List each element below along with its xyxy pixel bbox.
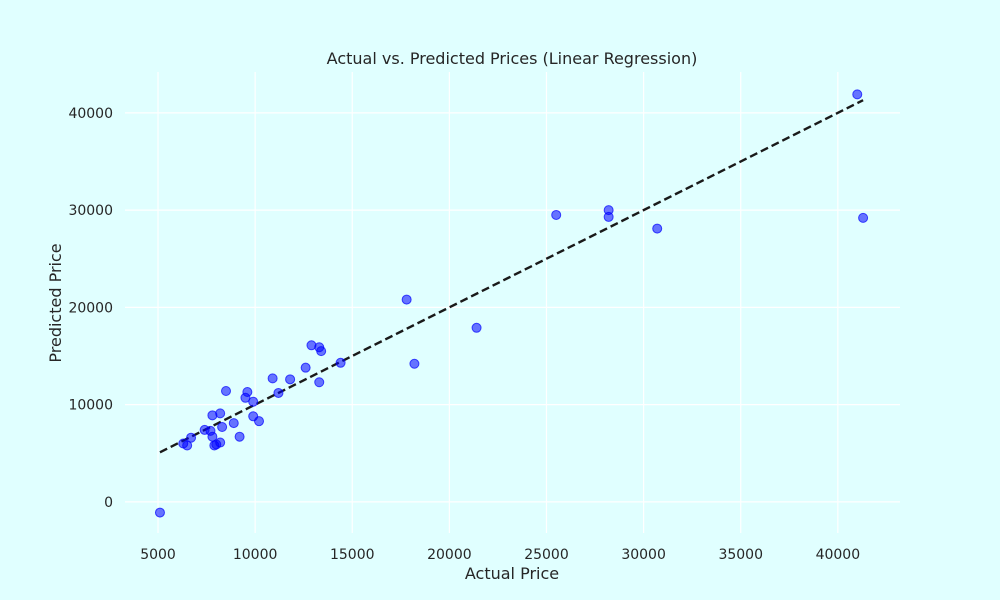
- data-point: [852, 89, 863, 100]
- y-axis-label: Predicted Price: [46, 243, 65, 362]
- data-point: [409, 358, 420, 369]
- y-tick-label: 20000: [68, 300, 113, 316]
- x-tick-label: 10000: [233, 547, 278, 563]
- y-tick-label: 10000: [68, 398, 113, 414]
- data-point: [215, 408, 226, 419]
- y-tick-label: 30000: [68, 203, 113, 219]
- data-point: [234, 431, 245, 442]
- reference-line: [159, 99, 864, 454]
- data-point: [186, 432, 197, 443]
- data-points: [154, 89, 869, 518]
- data-point: [316, 346, 327, 357]
- data-point: [228, 418, 239, 429]
- y-tick-label: 0: [104, 495, 113, 511]
- x-tick-label: 35000: [718, 547, 763, 563]
- data-point: [551, 209, 562, 220]
- x-tick-label: 5000: [140, 547, 176, 563]
- data-point: [471, 322, 482, 333]
- chart-title: Actual vs. Predicted Prices (Linear Regr…: [327, 49, 698, 68]
- x-tick-label: 40000: [816, 547, 861, 563]
- x-tick-labels: 5000 10000 15000 20000 25000 30000 35000 40000: [140, 547, 860, 563]
- data-point: [300, 362, 311, 373]
- reference-line-group: [159, 99, 864, 454]
- data-point: [285, 374, 296, 385]
- data-point: [652, 223, 663, 234]
- data-point: [314, 377, 325, 388]
- data-point: [217, 421, 228, 432]
- data-point: [248, 396, 259, 407]
- x-axis-label: Actual Price: [465, 564, 559, 583]
- grid-lines: [125, 72, 900, 533]
- x-tick-label: 15000: [330, 547, 375, 563]
- x-tick-label: 30000: [621, 547, 666, 563]
- y-tick-label: 40000: [68, 106, 113, 122]
- data-point: [254, 416, 265, 427]
- data-point: [221, 386, 232, 397]
- data-point: [242, 386, 253, 397]
- data-point: [603, 205, 614, 216]
- data-point: [154, 507, 165, 518]
- data-point: [267, 373, 278, 384]
- data-point: [215, 437, 226, 448]
- data-point: [182, 440, 193, 451]
- x-tick-label: 25000: [524, 547, 569, 563]
- plot-area: [125, 72, 900, 533]
- y-tick-labels: 0 10000 20000 30000 40000: [68, 106, 113, 511]
- x-tick-label: 20000: [427, 547, 472, 563]
- data-point: [401, 294, 412, 305]
- data-point: [858, 212, 869, 223]
- data-point: [273, 387, 284, 398]
- data-point: [335, 357, 346, 368]
